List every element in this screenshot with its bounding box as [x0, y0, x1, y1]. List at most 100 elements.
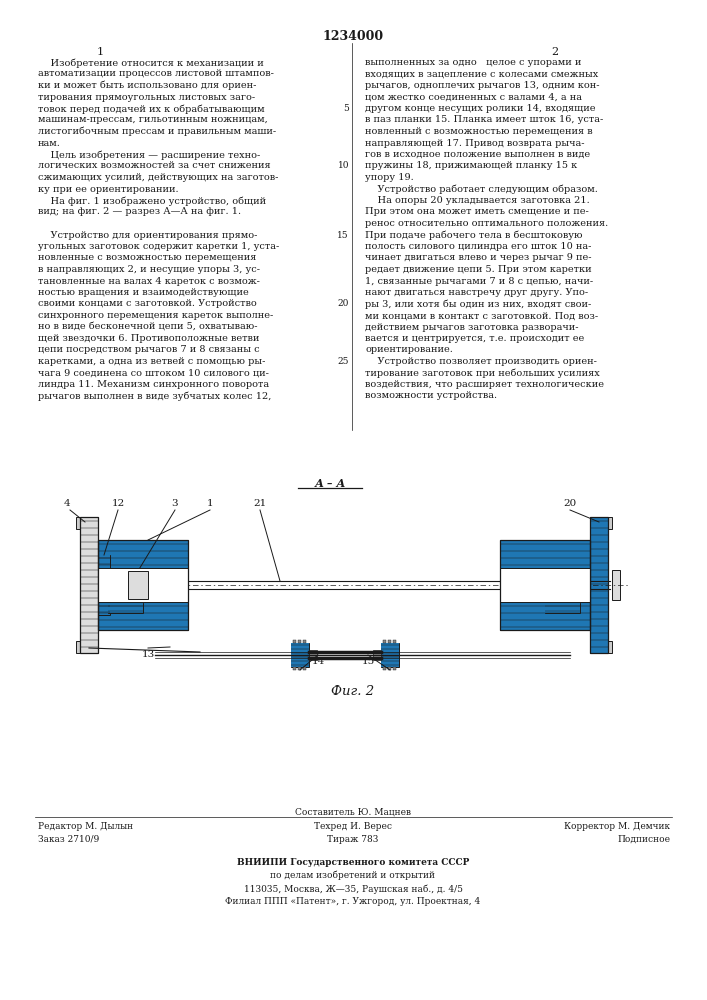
Text: нают двигаться навстречу друг другу. Упо-: нают двигаться навстречу друг другу. Упо…	[365, 288, 588, 297]
Text: воздействия, что расширяет технологические: воздействия, что расширяет технологическ…	[365, 380, 604, 389]
Text: действием рычагов заготовка разворачи-: действием рычагов заготовка разворачи-	[365, 322, 578, 332]
Text: тирование заготовок при небольших усилиях: тирование заготовок при небольших усилия…	[365, 368, 600, 378]
Text: Подписное: Подписное	[617, 835, 670, 844]
Text: вается и центрируется, т.е. происходит ее: вается и центрируется, т.е. происходит е…	[365, 334, 584, 343]
Bar	[545, 603, 580, 613]
Text: цом жестко соединенных с валами 4, а на: цом жестко соединенных с валами 4, а на	[365, 93, 582, 102]
Bar	[94, 595, 98, 599]
Text: в паз планки 15. Планка имеет шток 16, уста-: в паз планки 15. Планка имеет шток 16, у…	[365, 115, 603, 124]
Bar	[94, 579, 98, 583]
Text: При подаче рабочего тела в бесштоковую: При подаче рабочего тела в бесштоковую	[365, 231, 583, 240]
Bar	[393, 640, 396, 643]
Text: Фиг. 2: Фиг. 2	[332, 685, 375, 698]
Bar	[383, 667, 386, 670]
Bar	[500, 540, 590, 630]
Bar	[608, 641, 612, 653]
Text: Тираж 783: Тираж 783	[327, 835, 379, 844]
Bar	[298, 640, 301, 643]
Bar	[590, 517, 608, 653]
Bar	[98, 602, 188, 630]
Text: ки и может быть использовано для ориен-: ки и может быть использовано для ориен-	[38, 81, 257, 91]
Text: товок перед подачей их к обрабатывающим: товок перед подачей их к обрабатывающим	[38, 104, 264, 113]
Text: синхронного перемещения кареток выполне-: синхронного перемещения кареток выполне-	[38, 311, 273, 320]
Text: угольных заготовок содержит каретки 1, уста-: угольных заготовок содержит каретки 1, у…	[38, 242, 279, 251]
Bar	[381, 643, 399, 667]
Text: 2: 2	[551, 47, 559, 57]
Text: полость силового цилиндра его шток 10 на-: полость силового цилиндра его шток 10 на…	[365, 242, 591, 251]
Text: 20: 20	[338, 300, 349, 308]
Bar	[500, 602, 590, 630]
Bar	[500, 540, 590, 568]
Text: по делам изобретений и открытий: по делам изобретений и открытий	[271, 871, 436, 880]
Text: гов в исходное положение выполнен в виде: гов в исходное положение выполнен в виде	[365, 150, 590, 159]
Text: чинает двигаться влево и через рычаг 9 пе-: чинает двигаться влево и через рычаг 9 п…	[365, 253, 592, 262]
Bar	[590, 517, 608, 653]
Bar	[500, 540, 590, 568]
Text: 20: 20	[563, 499, 577, 508]
Text: 21: 21	[253, 499, 267, 508]
Bar	[80, 517, 98, 653]
Text: 1: 1	[206, 499, 214, 508]
Text: 12: 12	[112, 499, 124, 508]
Bar	[76, 517, 80, 529]
Bar	[98, 555, 110, 615]
Text: логических возможностей за счет снижения: логических возможностей за счет снижения	[38, 161, 271, 170]
Text: 15: 15	[361, 657, 375, 666]
Text: 5: 5	[343, 104, 349, 113]
Text: 10: 10	[337, 161, 349, 170]
Bar	[128, 571, 148, 599]
Text: 4: 4	[64, 499, 70, 508]
Bar	[388, 640, 391, 643]
Text: Устройство для ориентирования прямо-: Устройство для ориентирования прямо-	[38, 231, 257, 239]
Bar	[540, 571, 560, 599]
Bar	[500, 602, 590, 630]
Bar	[298, 667, 301, 670]
Text: 3: 3	[172, 499, 178, 508]
Text: Заказ 2710/9: Заказ 2710/9	[38, 835, 99, 844]
Text: но в виде бесконечной цепи 5, охватываю-: но в виде бесконечной цепи 5, охватываю-	[38, 322, 257, 332]
Text: тановленные на валах 4 кареток с возмож-: тановленные на валах 4 кареток с возмож-	[38, 276, 260, 286]
Bar	[608, 517, 612, 529]
Text: 15: 15	[337, 231, 349, 239]
Text: ку при ее ориентировании.: ку при ее ориентировании.	[38, 184, 179, 194]
Text: 1234000: 1234000	[322, 30, 384, 43]
Bar	[98, 568, 188, 602]
Bar	[98, 602, 188, 630]
Bar	[291, 643, 309, 667]
Bar	[393, 667, 396, 670]
Text: 113035, Москва, Ж—35, Раушская наб., д. 4/5: 113035, Москва, Ж—35, Раушская наб., д. …	[243, 884, 462, 894]
Bar	[383, 640, 386, 643]
Bar	[108, 603, 143, 613]
Text: нам.: нам.	[38, 138, 61, 147]
Text: своими концами с заготовкой. Устройство: своими концами с заготовкой. Устройство	[38, 300, 257, 308]
Text: ренос относительно оптимального положения.: ренос относительно оптимального положени…	[365, 219, 608, 228]
Bar	[98, 540, 188, 568]
Bar	[500, 568, 590, 602]
Text: возможности устройства.: возможности устройства.	[365, 391, 497, 400]
Text: сжимающих усилий, действующих на заготов-: сжимающих усилий, действующих на заготов…	[38, 173, 279, 182]
Text: Устройство позволяет производить ориен-: Устройство позволяет производить ориен-	[365, 357, 597, 366]
Text: Редактор М. Дылын: Редактор М. Дылын	[38, 822, 133, 831]
Text: Изобретение относится к механизации и: Изобретение относится к механизации и	[38, 58, 264, 68]
Text: Устройство работает следующим образом.: Устройство работает следующим образом.	[365, 184, 598, 194]
Text: Корректор М. Демчик: Корректор М. Демчик	[564, 822, 670, 831]
Text: чага 9 соединена со штоком 10 силового ци-: чага 9 соединена со штоком 10 силового ц…	[38, 368, 269, 377]
Bar	[94, 611, 98, 615]
Bar	[98, 555, 110, 615]
Bar	[388, 667, 391, 670]
Text: 25: 25	[337, 357, 349, 366]
Text: рычагов выполнен в виде зубчатых колес 12,: рычагов выполнен в виде зубчатых колес 1…	[38, 391, 271, 401]
Text: ры 3, или хотя бы один из них, входят свои-: ры 3, или хотя бы один из них, входят св…	[365, 300, 591, 309]
Text: редает движение цепи 5. При этом каретки: редает движение цепи 5. При этом каретки	[365, 265, 592, 274]
Bar	[381, 643, 399, 667]
Text: ми концами в контакт с заготовкой. Под воз-: ми концами в контакт с заготовкой. Под в…	[365, 311, 598, 320]
Bar	[128, 571, 148, 599]
Text: Техред И. Верес: Техред И. Верес	[314, 822, 392, 831]
Bar	[540, 571, 560, 599]
Text: 13: 13	[141, 650, 155, 659]
Text: 14: 14	[311, 657, 325, 666]
Text: пружины 18, прижимающей планку 15 к: пружины 18, прижимающей планку 15 к	[365, 161, 577, 170]
Text: машинам-прессам, гильотинным ножницам,: машинам-прессам, гильотинным ножницам,	[38, 115, 268, 124]
Text: в направляющих 2, и несущие упоры 3, ус-: в направляющих 2, и несущие упоры 3, ус-	[38, 265, 260, 274]
Text: 1: 1	[96, 47, 103, 57]
